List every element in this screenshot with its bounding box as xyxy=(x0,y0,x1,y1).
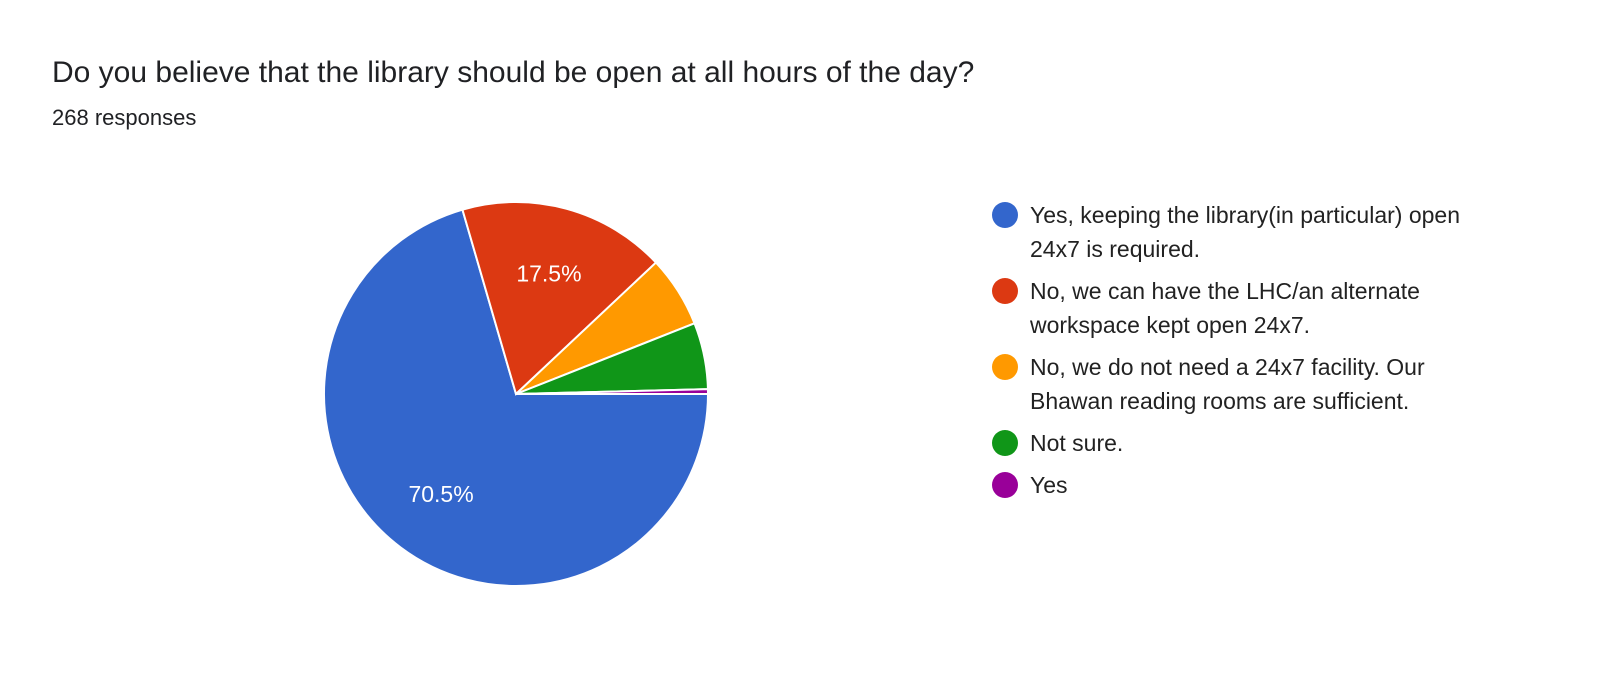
legend-swatch xyxy=(992,354,1018,380)
legend-label: Yes xyxy=(1030,472,1068,498)
legend-item[interactable]: Yes xyxy=(990,468,1510,502)
response-count: 268 responses xyxy=(52,105,197,130)
pie-slice-4[interactable] xyxy=(515,388,710,395)
legend-item[interactable]: No, we can have the LHC/an alternate wor… xyxy=(990,274,1510,342)
legend-label: No, we do not need a 24x7 facility. Our … xyxy=(1030,354,1425,414)
legend-item[interactable]: No, we do not need a 24x7 facility. Our … xyxy=(990,350,1510,418)
slice-label-1: 17.5% xyxy=(516,261,581,287)
slice-label-0: 70.5% xyxy=(408,481,473,507)
legend-swatch xyxy=(992,430,1018,456)
legend-label: Not sure. xyxy=(1030,430,1124,456)
pie-slice-1[interactable] xyxy=(461,201,658,396)
legend: Yes, keeping the library(in particular) … xyxy=(990,198,1510,510)
legend-swatch xyxy=(992,472,1018,498)
pie-slice-0[interactable] xyxy=(323,208,710,587)
legend-item[interactable]: Yes, keeping the library(in particular) … xyxy=(990,198,1510,266)
legend-label: Yes, keeping the library(in particular) … xyxy=(1030,202,1461,262)
chart-title: Do you believe that the library should b… xyxy=(52,56,975,89)
legend-swatch xyxy=(992,278,1018,304)
legend-item[interactable]: Not sure. xyxy=(990,426,1510,460)
legend-label: No, we can have the LHC/an alternate wor… xyxy=(1030,278,1420,338)
legend-swatch xyxy=(992,202,1018,228)
